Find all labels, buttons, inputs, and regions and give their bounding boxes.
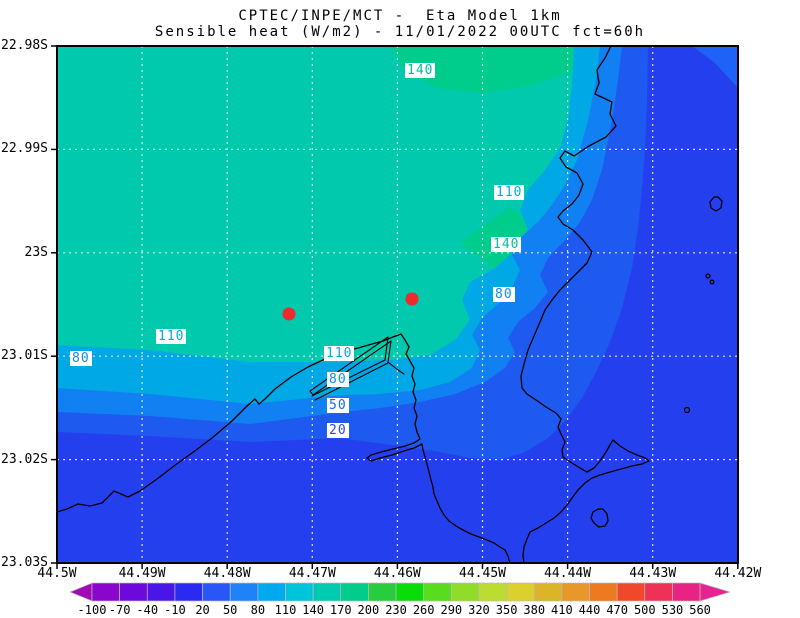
colorbar-cell <box>119 582 148 602</box>
coastline <box>57 46 723 563</box>
colorbar-cell <box>257 582 286 602</box>
colorbar-tick-label: 290 <box>440 603 463 617</box>
colorbar-cell <box>174 582 203 602</box>
contour-label: 80 <box>493 287 515 302</box>
colorbar-tick-label: 380 <box>523 603 546 617</box>
plot-subtitle: Sensible heat (W/m2) - 11/01/2022 00UTC … <box>154 24 646 40</box>
lon-tick-label: 44.46W <box>373 566 421 581</box>
colorbar-cell <box>229 582 259 602</box>
lat-tick-label: 23S <box>24 244 48 260</box>
colorbar-tick-label: 320 <box>468 603 490 617</box>
colorbar-tick-label: 350 <box>495 603 518 617</box>
colorbar-tick-label: -100 <box>77 603 107 617</box>
colorbar-tick-label: -70 <box>108 603 131 617</box>
contour-label: 50 <box>327 398 349 413</box>
island-bay <box>590 508 609 528</box>
island-northeast <box>709 196 723 212</box>
colorbar-tick-label: 260 <box>412 603 435 617</box>
lat-tick-label: 22.99S <box>1 141 48 157</box>
axis-ticks <box>51 45 739 569</box>
station-dot <box>405 292 419 306</box>
colorbar-cell <box>285 582 314 602</box>
station-markers <box>282 292 419 321</box>
colorbar-tick-label: 110 <box>274 603 297 617</box>
islet-2 <box>705 273 711 279</box>
colorbar-tick-label: 80 <box>250 603 266 617</box>
lat-tick-label: 22.98S <box>1 38 48 53</box>
colorbar-cell <box>616 582 646 602</box>
colorbar-arrow-left <box>69 582 93 602</box>
contour-label: 80 <box>327 372 349 387</box>
plot-title: CPTEC/INPE/MCT - Eta Model 1km <box>238 8 562 24</box>
colorbar-tick-label: 410 <box>551 603 573 617</box>
colorbar-tick-label: 560 <box>689 603 711 617</box>
colorbar-cell <box>478 582 507 602</box>
lon-tick-label: 44.49W <box>118 566 166 581</box>
lon-tick-label: 44.43W <box>629 566 677 581</box>
shaded-fill-layers <box>57 46 738 563</box>
lon-tick-label: 44.5W <box>37 566 77 581</box>
gridlines <box>57 46 738 563</box>
colorbar <box>69 582 732 602</box>
colorbar-cell <box>202 582 231 602</box>
colorbar-tick-label: 20 <box>195 603 210 617</box>
contour-label: 110 <box>156 329 187 344</box>
colorbar-cell <box>589 582 618 602</box>
colorbar-arrow-right <box>699 582 732 602</box>
lon-tick-label: 44.42W <box>714 566 762 581</box>
islet-3 <box>709 279 715 285</box>
contour-label: 140 <box>491 237 522 252</box>
contour-label: 110 <box>324 346 355 361</box>
lat-tick-label: 23.02S <box>1 451 48 467</box>
colorbar-cell <box>672 582 701 602</box>
coastline-southwest <box>57 333 511 563</box>
colorbar-cell <box>506 582 535 602</box>
colorbar-cell <box>312 582 342 602</box>
band-corner-patch <box>692 46 738 88</box>
colorbar-cell <box>450 582 480 602</box>
lon-tick-label: 44.47W <box>288 566 336 581</box>
colorbar-tick-label: -40 <box>136 603 159 617</box>
colorbar-cell <box>561 582 590 602</box>
contour-label: 110 <box>494 185 525 200</box>
islet-1 <box>683 406 691 414</box>
contour-label: 140 <box>405 63 436 78</box>
colorbar-cell <box>644 582 673 602</box>
colorbar-cell <box>423 582 452 602</box>
colorbar-cell <box>395 582 425 602</box>
colorbar-tick-label: 200 <box>357 603 380 617</box>
lon-tick-label: 44.45W <box>459 566 506 581</box>
colorbar-tick-label: 500 <box>633 603 656 617</box>
colorbar-tick-label: 470 <box>606 603 628 617</box>
band-140-170-top <box>390 46 600 93</box>
colorbar-tick-label: 440 <box>578 603 601 617</box>
colorbar-cell <box>340 582 369 602</box>
colorbar-tick-label: 170 <box>329 603 352 617</box>
lat-tick-label: 23.01S <box>1 348 48 364</box>
colorbar-cell <box>146 582 176 602</box>
colorbar-cell <box>533 582 563 602</box>
contour-label: 80 <box>70 351 92 366</box>
lat-tick-label: 23.03S <box>1 555 48 570</box>
lon-tick-label: 44.48W <box>203 566 251 581</box>
station-dot <box>282 307 296 321</box>
colorbar-tick-label: 50 <box>222 603 238 617</box>
coastline-northeast <box>520 46 650 563</box>
colorbar-tick-label: 140 <box>302 603 324 617</box>
colorbar-tick-label: 230 <box>385 603 407 617</box>
colorbar-cell <box>91 582 120 602</box>
colorbar-cell <box>368 582 397 602</box>
colorbar-tick-label: -10 <box>164 603 186 617</box>
colorbar-tick-label: 530 <box>661 603 684 617</box>
lon-tick-label: 44.44W <box>544 566 592 581</box>
band-m10-20 <box>57 46 738 563</box>
contour-label: 20 <box>327 423 349 438</box>
